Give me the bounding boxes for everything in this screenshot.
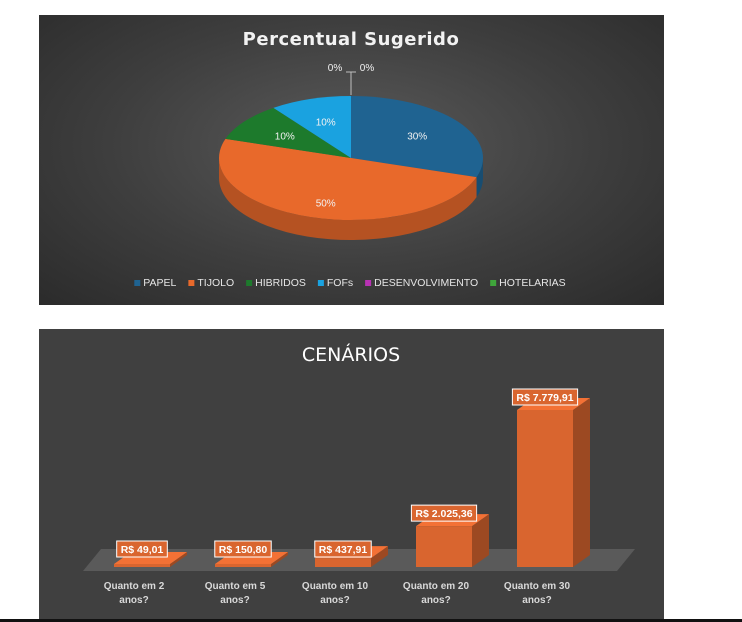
bar-chart: CENÁRIOS R$ 49,01 R$ 150,80 R$ 437,91 R$ 2.… [39,329,664,622]
legend-swatch [246,280,253,286]
bottom-strip [0,619,742,622]
category-label: anos? [421,595,450,606]
legend-item-fofs: FOFs [317,277,353,289]
category-label: Quanto em 10 [302,581,369,592]
bar-side [371,546,388,567]
pie-data-label: 30% [407,131,427,142]
bar-label-box [116,540,168,558]
bar-label: R$ 7.779,91 [511,388,579,406]
category-label: Quanto em 20 [403,581,470,592]
bar-label-text: R$ 7.779,91 [516,392,573,404]
bar-label-text: R$ 437,91 [319,544,368,556]
bar-front [215,563,271,567]
legend-label: FOFs [327,277,353,289]
bar-label-text: R$ 2.025,36 [415,508,472,520]
category-labels: Quanto em 2 anos? Quanto em 5 anos? Quanto e… [104,581,571,606]
pie-data-label: 50% [316,199,336,210]
bar-side [271,551,288,567]
bar-label-box [214,540,272,558]
pie-sides [219,158,483,240]
pie-chart-title: Percentual Sugerido [243,29,460,50]
bar-label-box [511,388,579,406]
bar-chart-svg: CENÁRIOS R$ 49,01 R$ 150,80 R$ 437,91 R$ 2.… [83,343,635,606]
pie-data-label: 0% [328,63,343,74]
legend-item-hotelarias: HOTELARIAS [490,277,566,289]
bar-label-box [314,540,372,558]
legend-item-hibridos: HIBRIDOS [246,277,306,289]
bar-label: R$ 437,91 [314,540,372,558]
bar [416,514,489,567]
bar-label: R$ 2.025,36 [410,504,478,522]
bar-side [170,552,187,567]
legend-label: HIBRIDOS [255,277,306,289]
pie-chart-svg: Percentual Sugerido 30% 50% 10% 10% 0% 0% PAPE… [134,29,566,289]
legend-swatch [317,280,324,286]
legend-item-desenvolvimento: DESENVOLVIMENTO [365,277,478,289]
bar-front [315,558,371,567]
pie-side-papel [476,158,483,198]
category-label: anos? [320,595,349,606]
bar-label-text: R$ 49,01 [121,544,164,556]
legend-item-papel: PAPEL [134,277,177,289]
bar-chart-title: CENÁRIOS [302,343,400,366]
category-label: Quanto em 5 [205,581,266,592]
legend-swatch [134,280,141,286]
pie-chart: Percentual Sugerido 30% 50% 10% 10% 0% 0% PAPE… [39,15,664,305]
bar-front [517,410,573,567]
bar-label: R$ 49,01 [116,540,168,558]
category-label: anos? [220,595,249,606]
pie-data-label: 10% [275,131,295,142]
bar-front [114,564,170,567]
bar-label-text: R$ 150,80 [219,544,268,556]
pie-legend: PAPEL TIJOLO HIBRIDOS FOFs DESENVOLVIMENTO HO… [134,277,566,289]
pie-side-tijolo [219,158,477,240]
category-label: Quanto em 30 [504,581,571,592]
pie-slice-papel [351,96,483,178]
pie-data-label: 10% [316,117,336,128]
legend-label: HOTELARIAS [499,277,566,289]
legend-swatch [188,280,195,286]
legend-swatch [490,280,497,286]
legend-swatch [365,280,372,286]
bar-label-box [410,504,478,522]
bar-front [416,526,472,567]
bar [517,398,590,567]
category-label: anos? [522,595,551,606]
bar-side [573,398,590,567]
bar-label: R$ 150,80 [214,540,272,558]
category-label: Quanto em 2 [104,581,165,592]
pie-slice-hibridos [225,107,351,158]
legend-label: DESENVOLVIMENTO [374,277,478,289]
bar-data-labels: R$ 49,01 R$ 150,80 R$ 437,91 R$ 2.025,36 R$ … [116,388,579,558]
category-label: anos? [119,595,148,606]
bar-side [472,514,489,567]
legend-label: TIJOLO [197,277,234,289]
pie-slice-tijolo [219,138,477,220]
legend-item-tijolo: TIJOLO [188,277,234,289]
pie-slice-fofs [273,96,351,158]
pie-tops [219,96,483,220]
pie-labels: 30% 50% 10% 10% 0% 0% [275,63,428,210]
legend-label: PAPEL [143,277,176,289]
pie-data-label: 0% [360,63,375,74]
